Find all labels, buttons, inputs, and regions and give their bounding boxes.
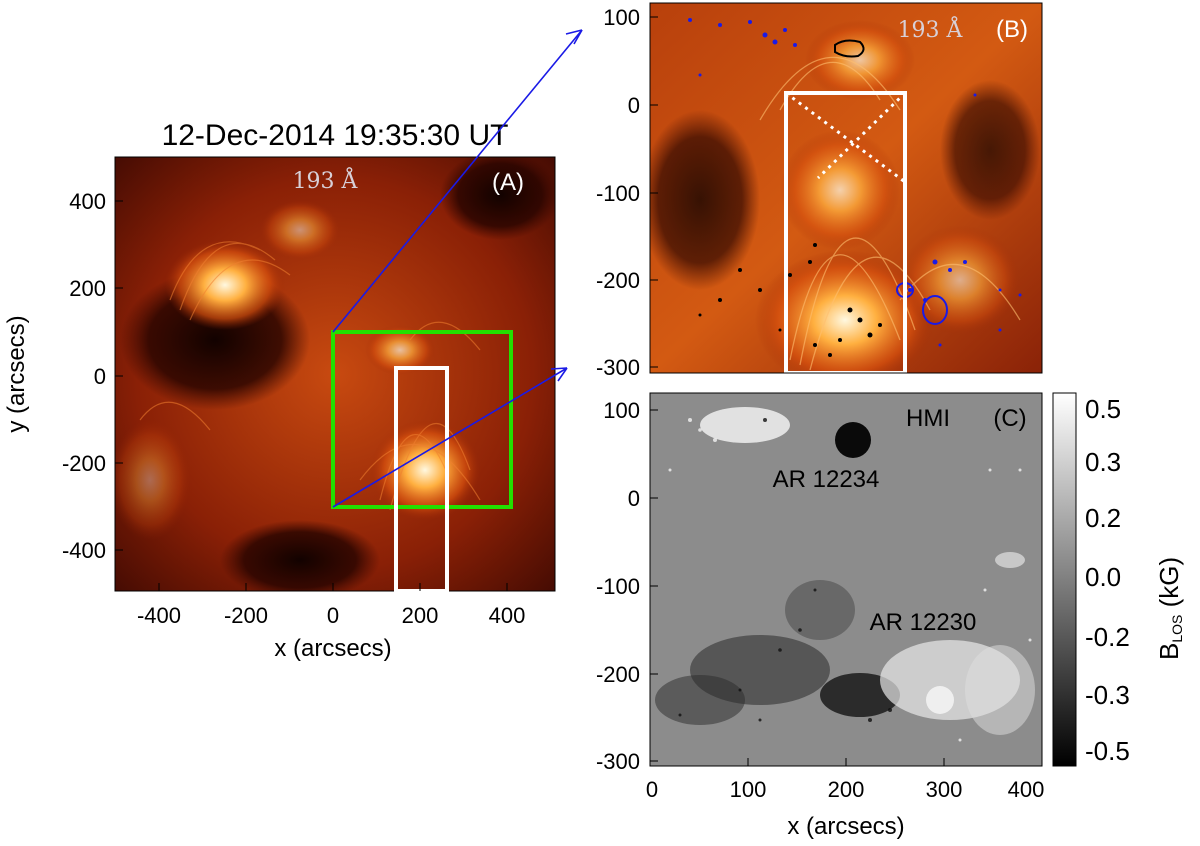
colorbar-tick-label: -0.5: [1085, 736, 1130, 766]
colorbar-label: BLOS (kG): [1154, 557, 1185, 660]
x-tick-label: 0: [646, 777, 658, 802]
panel-b-negative-contours: [698, 243, 882, 357]
x-tick-label: 200: [402, 603, 439, 628]
panel-b-y-tick-labels: 100 0 -100 -200 -300: [596, 5, 640, 380]
panel-c-instrument: HMI: [906, 405, 950, 432]
y-tick-label: 0: [94, 364, 106, 389]
panel-a-y-label: y (arcsecs): [3, 315, 30, 432]
panel-b-ticks: [650, 16, 658, 368]
panel-b-frame: [649, 2, 1043, 374]
x-tick-label: 0: [327, 603, 339, 628]
x-tick-label: -200: [224, 603, 268, 628]
x-tick-label: -400: [137, 603, 181, 628]
zoom-lines: [332, 29, 583, 508]
x-tick-label: 300: [926, 777, 963, 802]
y-tick-label: -300: [596, 749, 640, 774]
y-tick-label: 400: [69, 189, 106, 214]
panel-a-wavelength: 193 Å: [293, 166, 359, 194]
panel-c-tag: (C): [993, 405, 1026, 432]
panel-c-x-tick-labels: 0 100 200 300 400: [646, 777, 1044, 802]
colorbar-label-main: B: [1154, 643, 1184, 660]
panel-b-negative-ring: [834, 39, 865, 58]
panel-c-image: [650, 393, 1042, 766]
y-tick-label: 200: [69, 276, 106, 301]
colorbar: [1052, 392, 1077, 767]
panel-c: HMI (C) AR 12234 AR 12230 0 100 200 300 …: [596, 392, 1185, 840]
context-box: [331, 330, 513, 509]
colorbar-tick-label: 0.5: [1085, 394, 1121, 424]
panel-a-frame: [114, 156, 556, 592]
colorbar-label-unit: (kG): [1154, 557, 1184, 615]
panel-b-image: [650, 3, 1042, 373]
panel-a-y-tick-labels: 400 200 0 -200 -400: [62, 189, 106, 563]
y-tick-label: -100: [596, 574, 640, 599]
colorbar-tick-label: -0.3: [1085, 680, 1130, 710]
x-tick-label: 400: [489, 603, 526, 628]
panel-b-positive-contours: [688, 18, 1022, 347]
y-tick-label: -200: [596, 268, 640, 293]
y-tick-label: 0: [628, 486, 640, 511]
y-tick-label: -200: [596, 662, 640, 687]
colorbar-label-subscript: LOS: [1169, 615, 1185, 643]
panel-b-tag: (B): [996, 16, 1028, 43]
colorbar-tick-label: 0.2: [1085, 503, 1121, 533]
panel-a-title: 12-Dec-2014 19:35:30 UT: [162, 119, 509, 152]
y-tick-label: -200: [62, 451, 106, 476]
panel-a-x-tick-labels: -400 -200 0 200 400: [137, 603, 525, 628]
panel-a: 12-Dec-2014 19:35:30 UT 193 Å: [3, 119, 556, 662]
region-label-south: AR 12230: [870, 609, 977, 636]
colorbar-tick-label: 0.0: [1085, 562, 1121, 592]
y-tick-label: -400: [62, 538, 106, 563]
x-tick-label: 200: [828, 777, 865, 802]
y-tick-label: 100: [603, 5, 640, 30]
colorbar-tick-labels: 0.5 0.3 0.2 0.0 -0.2 -0.3 -0.5: [1085, 394, 1130, 766]
colorbar-tick-label: -0.2: [1085, 622, 1130, 652]
y-tick-label: 0: [628, 93, 640, 118]
panel-c-y-tick-labels: 100 0 -100 -200 -300: [596, 398, 640, 774]
y-tick-label: -300: [596, 355, 640, 380]
panel-b: 193 Å (B) 100 0 -100 -200 -300: [596, 2, 1043, 380]
x-tick-label: 100: [730, 777, 767, 802]
y-tick-label: -100: [596, 181, 640, 206]
y-tick-label: 100: [603, 398, 640, 423]
region-label-north: AR 12234: [773, 466, 880, 493]
colorbar-tick-label: 0.3: [1085, 447, 1121, 477]
panel-b-wavelength: 193 Å: [898, 15, 964, 43]
panel-a-tag: (A): [492, 169, 524, 196]
panel-c-ticks: [649, 409, 1043, 766]
panel-a-ticks: [115, 200, 508, 591]
panel-b-dotted-lines: [785, 91, 907, 184]
panel-c-x-label: x (arcsecs): [787, 813, 904, 840]
x-tick-label: 400: [1008, 777, 1045, 802]
panel-a-x-label: x (arcsecs): [274, 635, 391, 662]
panel-a-slit-box: [394, 366, 449, 593]
